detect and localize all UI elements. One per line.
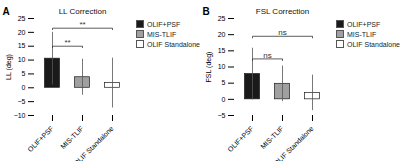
- svg-text:−5: −5: [18, 98, 26, 105]
- svg-text:FSL Correction: FSL Correction: [256, 7, 310, 16]
- svg-text:OLIF+PSF: OLIF+PSF: [226, 125, 254, 153]
- svg-text:ns: ns: [263, 51, 271, 60]
- svg-text:LL Correction: LL Correction: [59, 7, 107, 16]
- svg-text:20: 20: [218, 31, 226, 38]
- html-text:MIS-TLIF: MIS-TLIF: [347, 30, 377, 38]
- svg-text:−5: −5: [218, 112, 226, 119]
- svg-text:ns: ns: [278, 28, 286, 37]
- svg-text:5: 5: [22, 70, 26, 77]
- html-text:OLIF Standalone: OLIF Standalone: [147, 40, 200, 48]
- svg-text:0: 0: [222, 96, 226, 103]
- svg-text:LL (deg): LL (deg): [5, 54, 13, 80]
- svg-text:A: A: [3, 6, 10, 17]
- svg-text:20: 20: [18, 29, 26, 36]
- svg-text:FSL (deg): FSL (deg): [205, 52, 213, 83]
- svg-text:25: 25: [18, 15, 26, 22]
- html-text:MIS-TLIF: MIS-TLIF: [147, 30, 177, 38]
- svg-text:**: **: [79, 20, 85, 29]
- svg-text:OLIF+PSF: OLIF+PSF: [26, 125, 54, 153]
- svg-text:25: 25: [218, 15, 226, 22]
- svg-text:MIS-TLIF: MIS-TLIF: [259, 125, 285, 151]
- svg-text:−10: −10: [14, 112, 26, 119]
- svg-text:10: 10: [218, 63, 226, 70]
- svg-text:OLIF Standalone: OLIF Standalone: [272, 125, 314, 161]
- svg-text:**: **: [64, 38, 70, 47]
- html-text:OLIF+PSF: OLIF+PSF: [147, 20, 181, 28]
- svg-text:B: B: [203, 6, 210, 17]
- svg-text:MIS-TLIF: MIS-TLIF: [59, 125, 85, 151]
- svg-text:5: 5: [222, 79, 226, 86]
- html-text:OLIF+PSF: OLIF+PSF: [347, 20, 381, 28]
- svg-text:15: 15: [18, 42, 26, 49]
- html-text:OLIF Standalone: OLIF Standalone: [347, 40, 400, 48]
- svg-text:OLIF Standalone: OLIF Standalone: [72, 125, 114, 161]
- svg-text:15: 15: [218, 47, 226, 54]
- svg-text:10: 10: [18, 56, 26, 63]
- svg-text:0: 0: [22, 84, 26, 91]
